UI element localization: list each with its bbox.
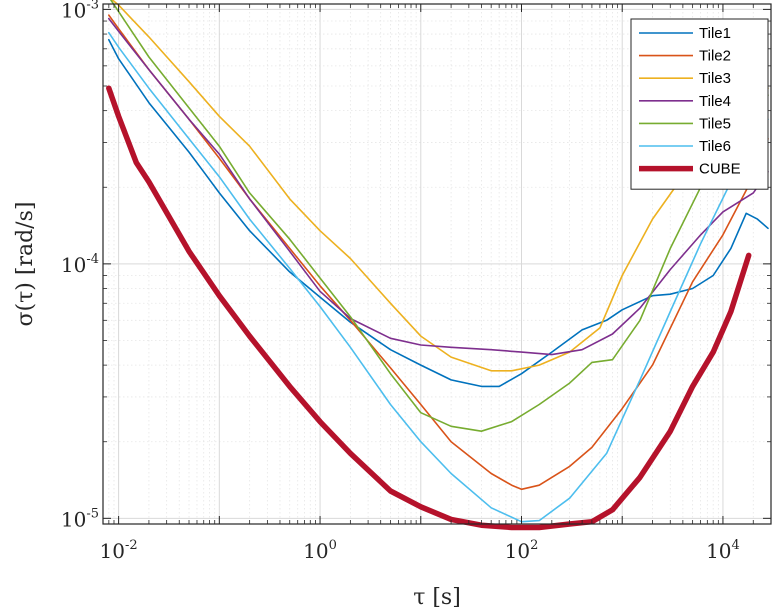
x-tick-labels: 10-2 100 102 104	[100, 538, 740, 563]
series-line-tile1	[108, 38, 769, 388]
series-line-tile2	[108, 14, 769, 491]
series-line-tile6	[108, 31, 769, 523]
legend-label: Tile4	[699, 93, 731, 110]
y-tick-labels: 10-5 10-4 10-3	[61, 0, 99, 531]
legend-label: Tile6	[699, 138, 731, 155]
legend: Tile1 Tile2 Tile3 Tile4 Tile5 Tile6 CUBE	[630, 18, 769, 190]
series-line-cube	[106, 85, 752, 531]
series-line-tile4	[108, 17, 769, 356]
x-axis-label: τ [s]	[413, 585, 461, 610]
tick-marks	[102, 4, 772, 524]
legend-label: Tile3	[699, 70, 731, 87]
y-tick-label: 10-3	[61, 0, 99, 22]
legend-box	[630, 18, 769, 190]
series-line-tile3	[111, 0, 769, 372]
x-tick-label: 102	[505, 538, 539, 563]
y-tick-label: 10-4	[61, 252, 99, 277]
x-tick-label: 100	[303, 538, 337, 563]
x-tick-label: 104	[706, 538, 740, 563]
series-line-tile5	[109, 0, 769, 432]
legend-label: Tile5	[699, 115, 731, 132]
x-tick-label: 10-2	[100, 538, 138, 563]
y-axis-label: σ(τ) [rad/s]	[13, 202, 38, 327]
series-lines	[106, 0, 769, 531]
legend-label: Tile2	[699, 48, 731, 65]
y-tick-label: 10-5	[61, 506, 99, 531]
legend-label: Tile1	[699, 25, 731, 42]
legend-label: CUBE	[699, 161, 741, 178]
